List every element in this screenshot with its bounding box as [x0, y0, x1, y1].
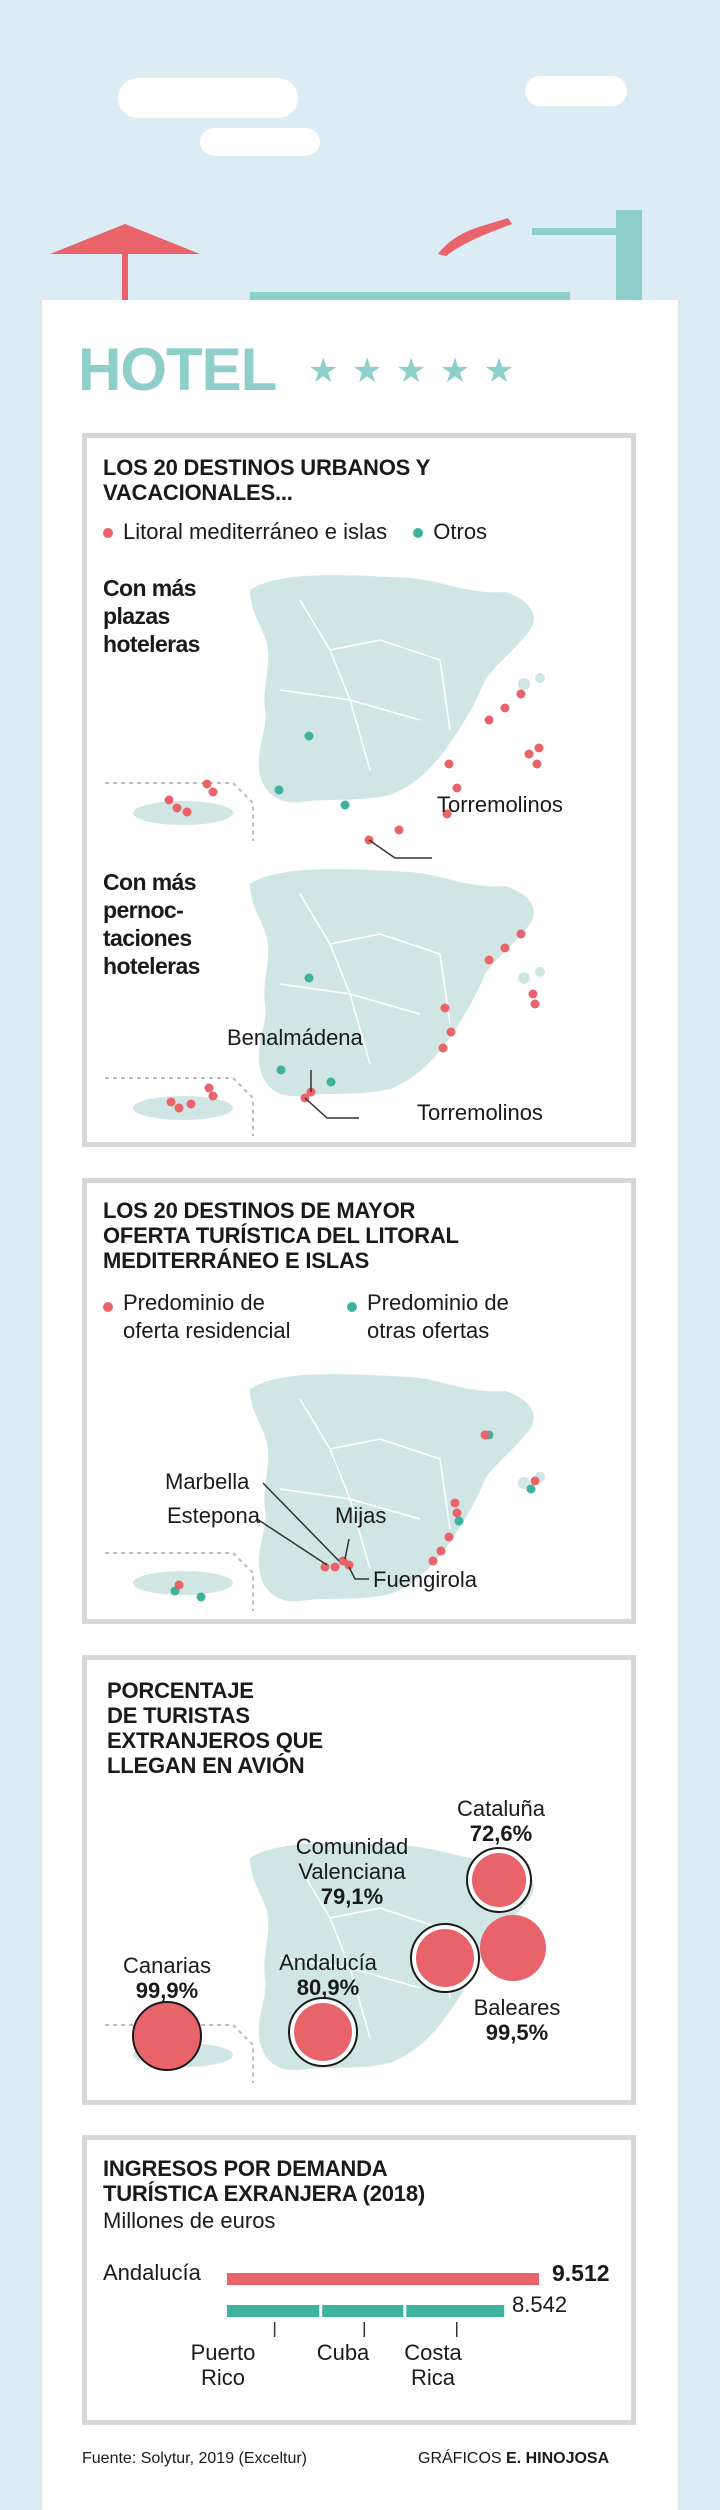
- panel-coastal-destinations: LOS 20 DESTINOS DE MAYOR OFERTA TURÍSTIC…: [82, 1178, 636, 1624]
- map2-callout-benalmadena: Benalmádena: [227, 1025, 363, 1050]
- bubble-cataluna: [466, 1847, 532, 1913]
- footer-source: Fuente: Solytur, 2019 (Exceltur): [82, 2450, 307, 2467]
- segment-cuba: Cuba: [316, 2340, 370, 2365]
- cloud-left: [118, 78, 298, 118]
- page-title: HOTEL: [78, 336, 277, 403]
- bubble-valenciana: [410, 1923, 480, 1993]
- dots-map-1: [164, 689, 544, 859]
- region-valenciana: Comunidad Valenciana 79,1%: [295, 1834, 409, 1909]
- map1-callout-torremolinos: Torremolinos: [437, 792, 563, 817]
- region-baleares: Baleares 99,5%: [473, 1995, 561, 2045]
- spain-map-1: [250, 575, 545, 803]
- panel3-title: PORCENTAJE DE TURISTAS EXTRANJEROS QUE L…: [107, 1678, 323, 1778]
- panel1-legend: Litoral mediterráneo e islas Otros: [103, 518, 487, 546]
- spain-map-4: [250, 1843, 534, 2071]
- panel1-title: LOS 20 DESTINOS URBANOS Y VACACIONALES..…: [103, 455, 431, 505]
- region-cataluna: Cataluña 72,6%: [456, 1796, 546, 1846]
- green-dot-icon: [413, 528, 424, 539]
- panel-foreign-revenue: INGRESOS POR DEMANDA TURÍSTICA EXRANJERA…: [82, 2135, 636, 2425]
- bar-segment-1: [322, 2305, 404, 2317]
- diver-icon: [438, 218, 512, 256]
- bar-segment-2: [406, 2305, 505, 2317]
- region-andalucia: Andalucía 80,9%: [279, 1950, 377, 2000]
- bar-andalucia: [227, 2273, 539, 2285]
- bar-label-andalucia: Andalucía: [103, 2260, 201, 2285]
- panel4-subtitle: Millones de euros: [103, 2208, 276, 2233]
- map2-callout-torremolinos: Torremolinos: [417, 1100, 543, 1125]
- panel-top-destinations: LOS 20 DESTINOS URBANOS Y VACACIONALES..…: [82, 433, 636, 1147]
- revenue-bars: [227, 2273, 539, 2337]
- sky-background: [0, 0, 720, 304]
- segment-costa-rica: Costa Rica: [404, 2340, 462, 2390]
- bubble-circles: [132, 1847, 546, 2071]
- region-canarias: Canarias 99,9%: [122, 1953, 212, 2003]
- cloud-right: [525, 76, 627, 106]
- footer-credit: GRÁFICOS E. HINOJOSA: [418, 2450, 610, 2467]
- label-mijas: Mijas: [335, 1503, 387, 1528]
- umbrella-icon: [50, 224, 200, 304]
- panel-air-arrivals: PORCENTAJE DE TURISTAS EXTRANJEROS QUE L…: [82, 1655, 636, 2105]
- segment-puerto-rico: Puerto Rico: [190, 2340, 256, 2390]
- panel4-title: INGRESOS POR DEMANDA TURÍSTICA EXRANJERA…: [103, 2156, 426, 2206]
- dots-map-2: [166, 929, 540, 1119]
- label-estepona: Estepona: [167, 1503, 260, 1528]
- bubble-andalucia: [288, 1997, 358, 2067]
- dots-map-3: [170, 1430, 540, 1602]
- bar-segment-0: [227, 2305, 320, 2317]
- map1-subtitle: Con más plazas hoteleras: [103, 575, 200, 657]
- label-fuengirola: Fuengirola: [373, 1567, 477, 1592]
- bar-value-compare: 8.542: [512, 2292, 568, 2317]
- label-marbella: Marbella: [165, 1469, 250, 1494]
- red-dot-icon: [103, 1302, 113, 1312]
- bar-value-andalucia: 9.512: [552, 2260, 610, 2286]
- bubble-canarias: [132, 2001, 202, 2071]
- panel2-legend-red: Predominio de oferta residencial: [103, 1289, 291, 1345]
- diving-board-icon: [250, 210, 642, 300]
- cloud-left-small: [200, 128, 320, 156]
- spain-map-2: [250, 869, 545, 1097]
- bubble-baleares: [480, 1915, 546, 1981]
- green-dot-icon: [347, 1302, 357, 1312]
- panel2-title: LOS 20 DESTINOS DE MAYOR OFERTA TURÍSTIC…: [103, 1198, 459, 1273]
- red-dot-icon: [103, 528, 113, 539]
- map2-subtitle: Con más pernoc- taciones hoteleras: [103, 869, 200, 979]
- star-rating: ★ ★ ★ ★ ★: [308, 352, 517, 390]
- panel2-legend-green: Predominio de otras ofertas: [347, 1289, 509, 1345]
